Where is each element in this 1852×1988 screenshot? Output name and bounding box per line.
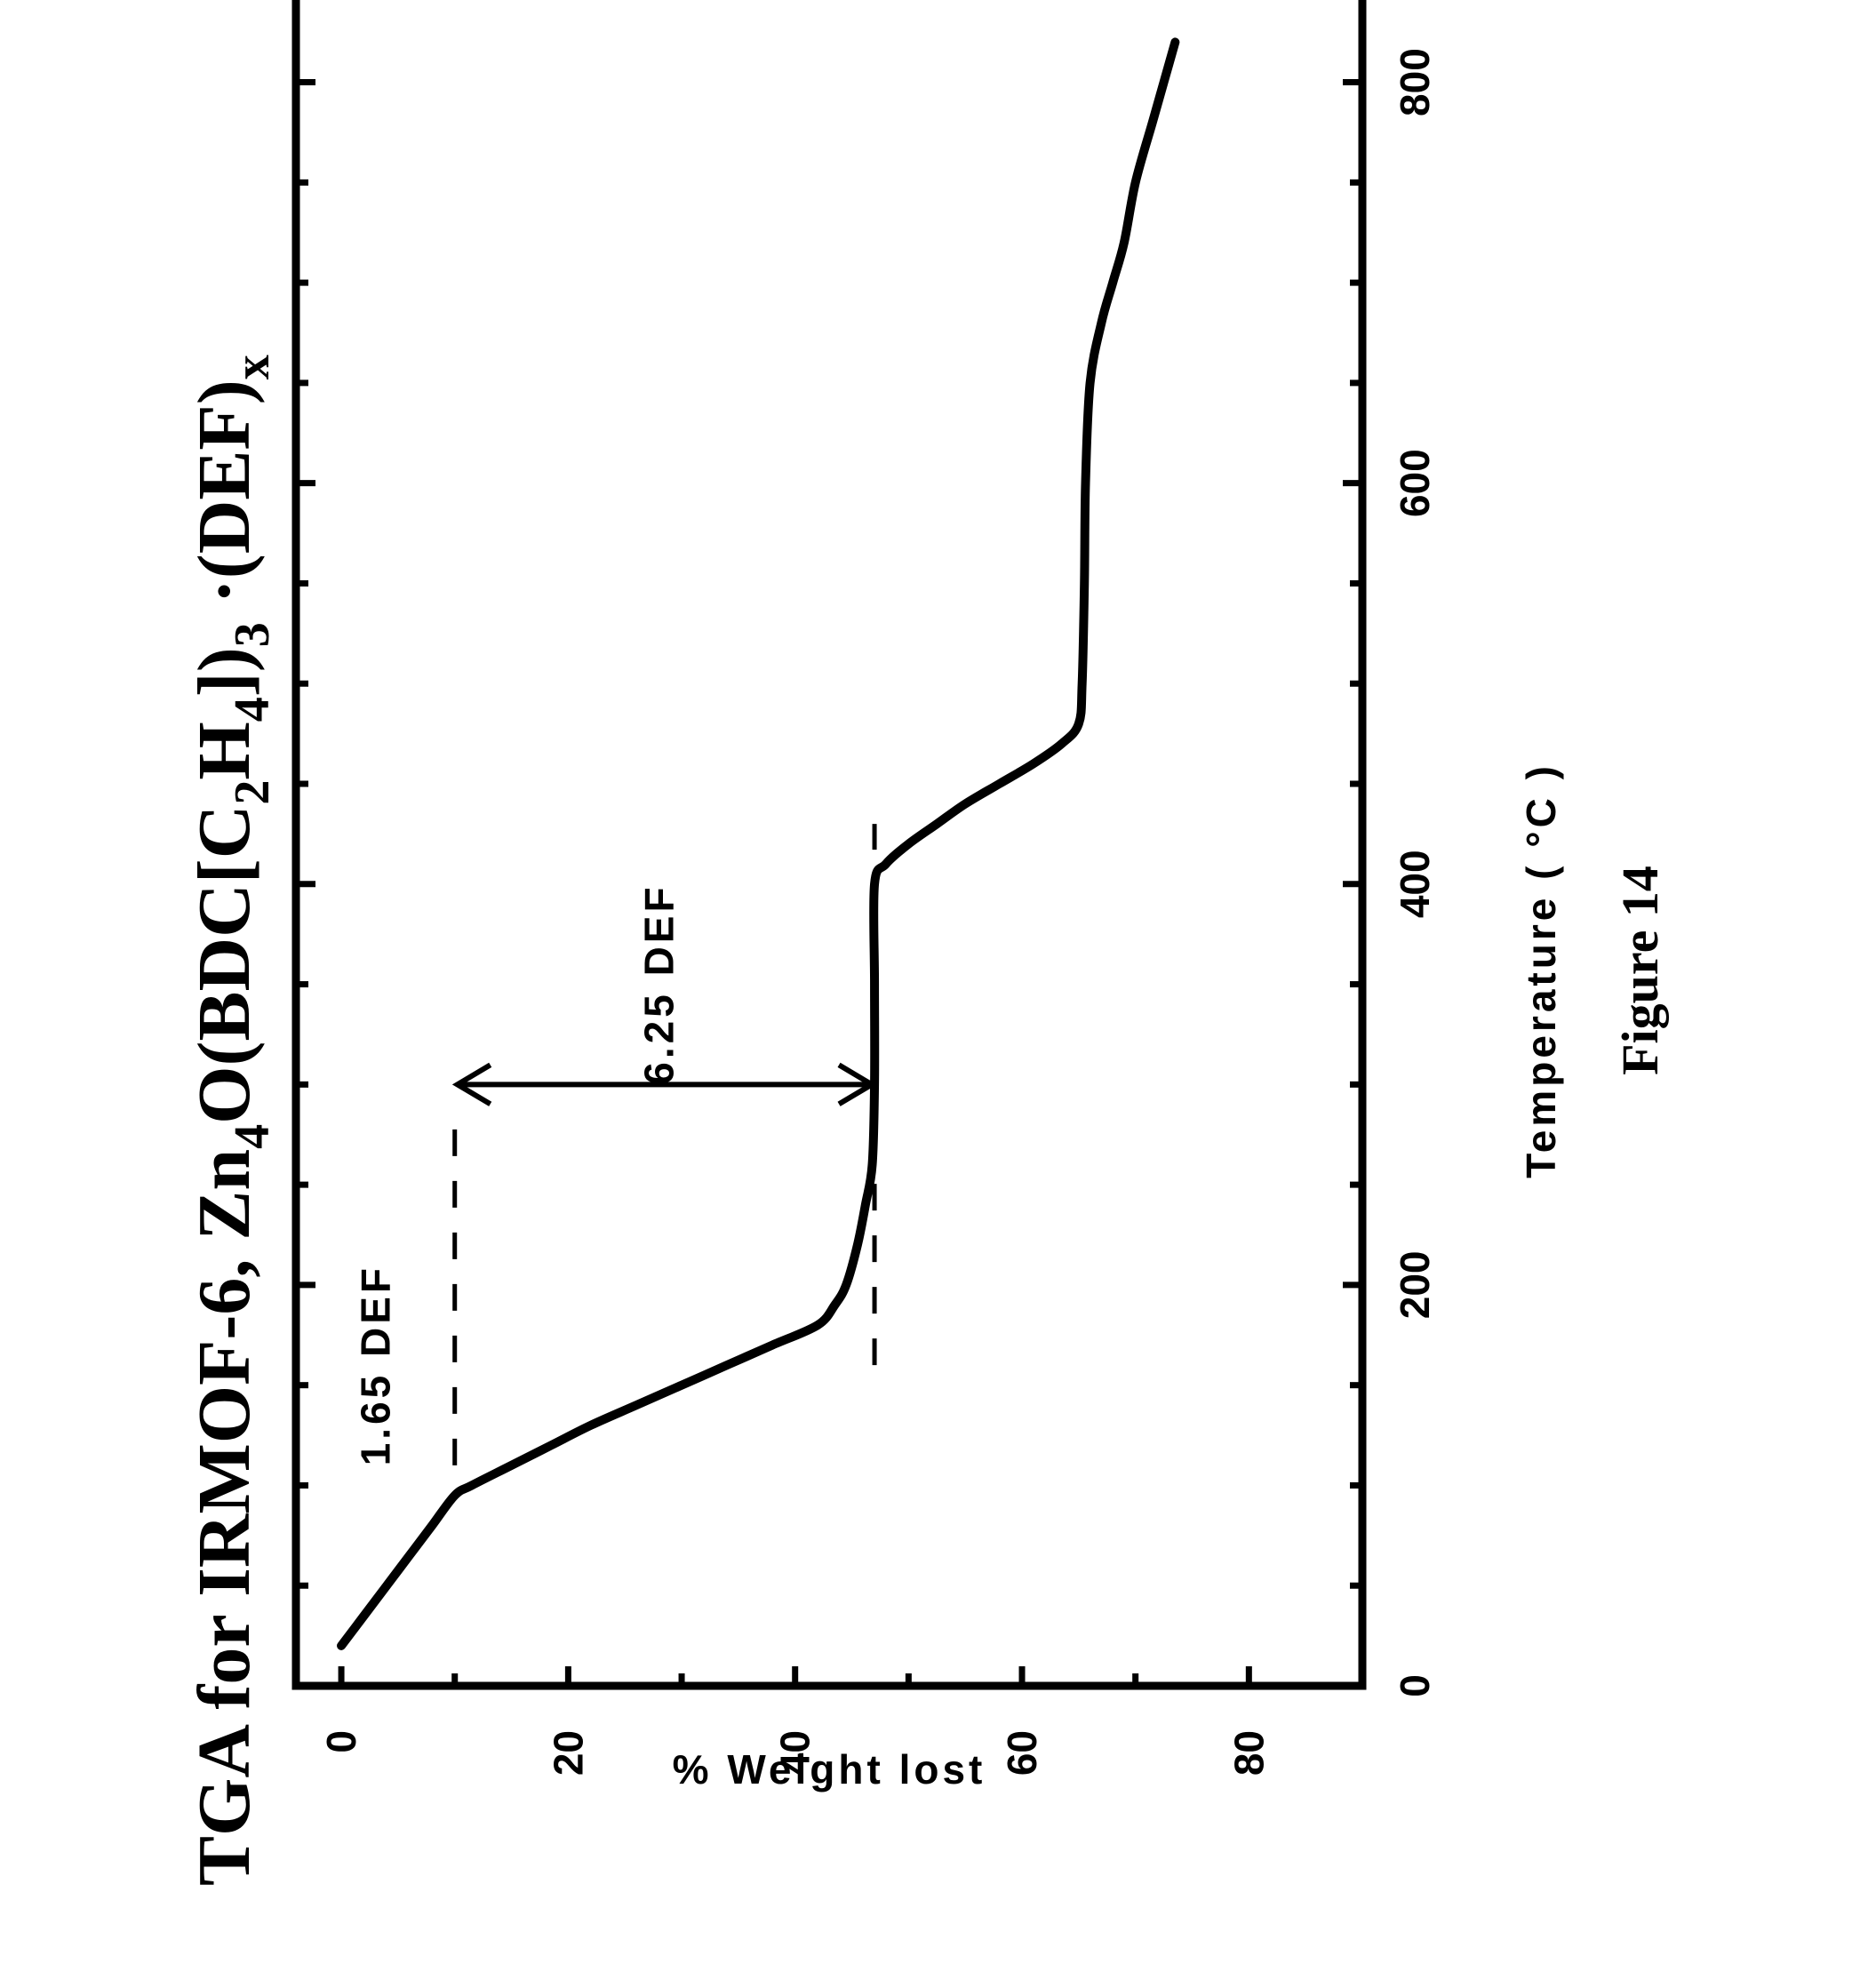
- title-segment: 4: [225, 697, 280, 722]
- y-tick-label: 20: [545, 1730, 591, 1776]
- title-segment: ·(DEF): [183, 379, 266, 622]
- y-axis: 020406080% Weight lost: [318, 0, 1272, 1792]
- x-axis: 0 200 400 600 800: [296, 0, 1438, 1697]
- title-segment: H: [183, 722, 266, 779]
- title-segment: 2: [225, 780, 280, 805]
- title-segment: O(BDC[C: [183, 805, 266, 1124]
- y-tick-label: 80: [1225, 1730, 1272, 1776]
- title-segment: 3: [225, 622, 280, 647]
- plot-frame: [296, 0, 1362, 1686]
- title-segment: TGA for IRMOF-6, Zn: [183, 1149, 266, 1886]
- annotation-label: 1.65 DEF: [352, 1265, 398, 1465]
- x-tick-label: 200: [1392, 1251, 1438, 1320]
- series-line: [341, 42, 1175, 1645]
- y-tick-label: 0: [318, 1730, 364, 1753]
- x-tick-label: 0: [1392, 1674, 1438, 1697]
- annotations: 1.65 DEF 6.25 DEF: [352, 883, 682, 1465]
- x-axis-label: Temperature ( °C ): [1518, 762, 1564, 1178]
- x-tick-label: 600: [1392, 449, 1438, 517]
- x-tick-label: 800: [1392, 48, 1438, 116]
- title-segment: ]): [183, 647, 266, 697]
- chart-title: TGA for IRMOF-6, Zn4O(BDC[C2H4])3 ·(DEF)…: [183, 355, 280, 1886]
- annotation-label: 6.25 DEF: [636, 883, 683, 1084]
- y-axis-label: % Weight lost: [673, 1746, 986, 1792]
- series-group: [341, 42, 1175, 1645]
- title-segment: 4: [225, 1124, 280, 1149]
- figure-caption: Figure 14: [1611, 866, 1669, 1075]
- title-segment: x: [225, 355, 280, 379]
- y-tick-label: 60: [999, 1730, 1045, 1776]
- x-tick-label: 400: [1392, 850, 1438, 918]
